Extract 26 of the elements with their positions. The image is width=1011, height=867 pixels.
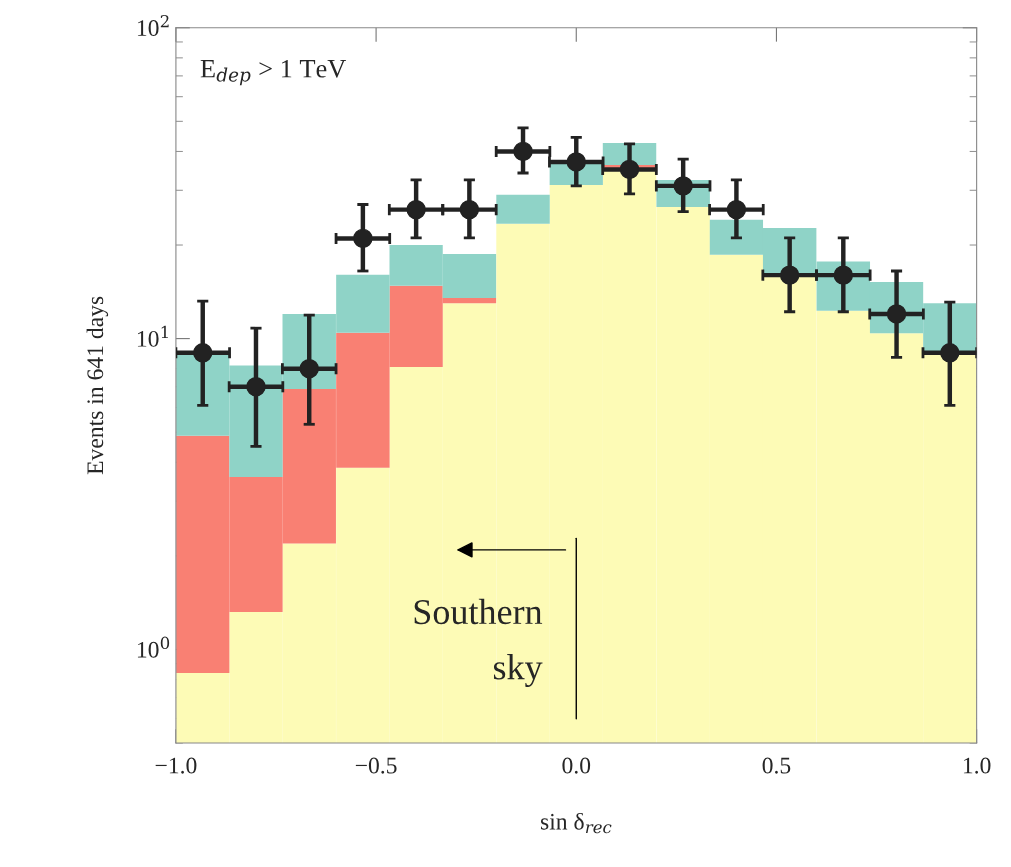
x-tick-label: −1.0 (155, 757, 197, 774)
y-tick-label: 10$^{0}$ (137, 636, 170, 658)
x-tick-label: 1.0 (963, 757, 991, 774)
point (459, 199, 480, 220)
point (193, 343, 213, 363)
point (779, 265, 800, 285)
point (299, 358, 319, 379)
point (726, 199, 747, 220)
annotation: E$_{dep}$ > 1 TeV (200, 59, 347, 86)
point (940, 343, 960, 363)
y-tick-label: 10$^{2}$ (137, 14, 169, 36)
x-tick-label: 0.5 (762, 757, 791, 774)
point (246, 377, 266, 397)
y-axis-title: Events in 641 days (86, 296, 109, 475)
point (833, 265, 854, 285)
annotation: Southern sky (414, 598, 543, 687)
point (406, 199, 426, 220)
point (353, 228, 373, 249)
bar (496, 194, 550, 224)
x-tick-label: 0.0 (562, 757, 591, 774)
x-tick-label: −0.5 (355, 757, 397, 774)
y-tick-label: 10$^{1}$ (137, 325, 168, 347)
point (619, 159, 640, 180)
point (566, 152, 586, 172)
point (513, 141, 533, 162)
x-axis-title: sin δ$_{rec}$ (541, 812, 612, 834)
